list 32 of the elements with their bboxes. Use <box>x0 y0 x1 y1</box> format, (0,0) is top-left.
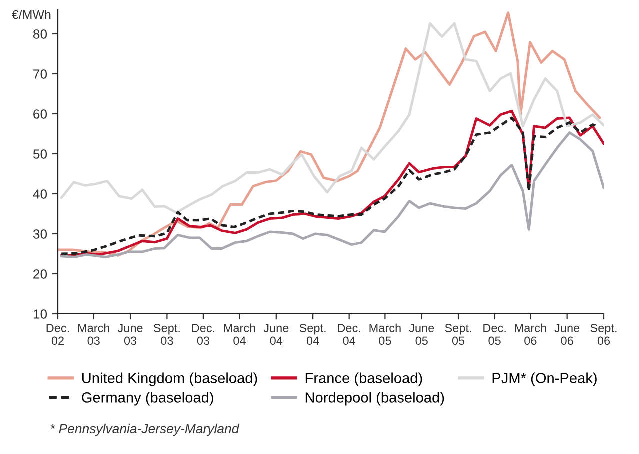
x-tick-label: June 06 <box>554 324 580 346</box>
y-axis-title: €/MWh <box>12 10 51 20</box>
x-tick-label: Dec. 05 <box>484 324 506 346</box>
x-tick-label: Dec. 03 <box>192 324 215 346</box>
x-tick-label: March 04 <box>224 324 256 346</box>
y-tick-label: 20 <box>34 270 48 279</box>
legend-label: United Kingdom (baseload) <box>82 372 258 386</box>
text: * Pennsylvania-Jersey-Maryland <box>50 424 240 436</box>
x-tick-label: June 04 <box>264 324 289 346</box>
x-tick-label: Sept. 05 <box>445 324 472 346</box>
x-tick-label: Sept. 04 <box>300 324 326 346</box>
y-tick-label: 70 <box>34 70 48 79</box>
line-series <box>60 22 604 214</box>
x-tick-label: March 06 <box>515 324 546 346</box>
y-tick-label: 50 <box>33 150 48 159</box>
y-tick-label: 10 <box>34 310 48 319</box>
x-tick-label: Sept. 03 <box>154 324 180 346</box>
legend-label: France (baseload) <box>306 372 422 386</box>
y-tick-label: 80 <box>33 30 48 39</box>
legend-label: PJM* (On-Peak) <box>492 372 597 386</box>
x-tick-label: Dec. 02 <box>46 324 70 346</box>
x-tick-label: June 03 <box>118 324 143 346</box>
x-tick-label: Dec. 04 <box>338 324 360 346</box>
y-tick-label: 40 <box>33 190 48 199</box>
y-tick-label: 30 <box>33 230 48 239</box>
x-tick-label: Sept. 06 <box>590 324 617 346</box>
x-tick-label: June 05 <box>409 324 434 346</box>
legend-label: Nordepool (baseload) <box>306 392 444 406</box>
y-tick-label: 60 <box>34 110 48 119</box>
x-tick-label: March 05 <box>370 324 401 346</box>
legend-label: Germany (baseload) <box>82 392 214 406</box>
x-tick-label: March 03 <box>78 324 110 346</box>
